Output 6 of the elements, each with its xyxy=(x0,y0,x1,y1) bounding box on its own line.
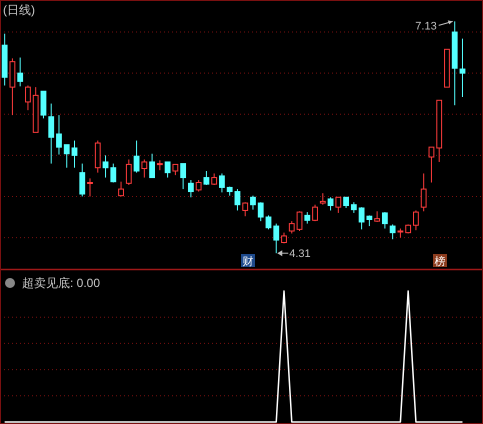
annotation: 7.13 xyxy=(415,20,437,32)
chart-title: (日线) xyxy=(3,3,35,17)
annotation: 4.31 xyxy=(289,248,311,260)
annotation: 榜 xyxy=(434,255,446,268)
annotation: 财 xyxy=(242,255,254,268)
chart-title: 超卖见底: 0.00 xyxy=(22,276,100,290)
